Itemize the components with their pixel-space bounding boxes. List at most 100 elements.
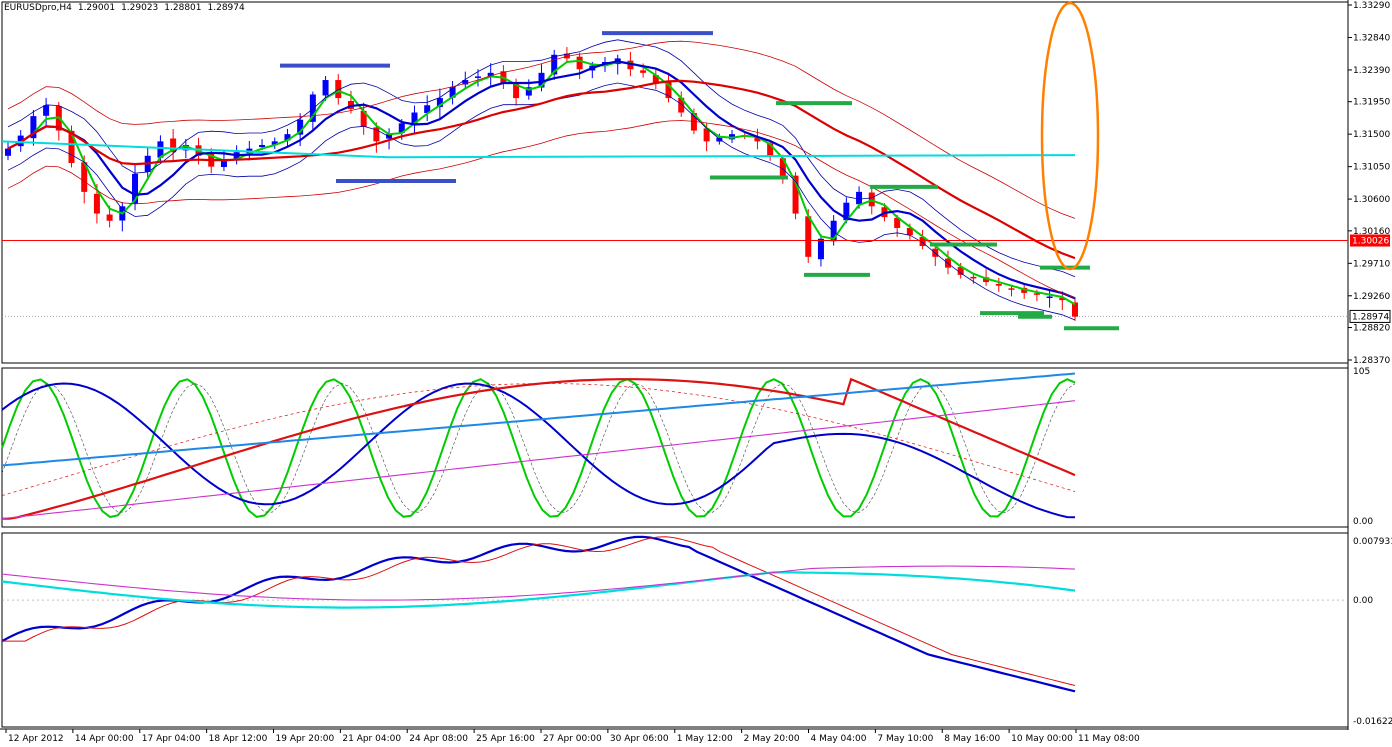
price-tick-label: 1.32390 [1353,66,1390,76]
candle-body [360,110,367,127]
candle-body [792,175,799,214]
red-envelope-upper [7,40,1076,219]
candle-body [716,137,723,142]
candle-body [513,83,520,99]
price-tick-label: 1.28820 [1353,324,1390,334]
price-tick-label: 1.31050 [1353,163,1390,173]
price-tick-label: 1.32840 [1353,33,1390,43]
candle-body [729,134,736,140]
candle-body [411,112,418,125]
candle-body [220,159,227,168]
candle-body [817,238,824,260]
candle-body [182,144,189,151]
candle-body [754,137,761,142]
candle-body [906,227,913,236]
candle-body [170,138,177,153]
candle-body [1072,302,1078,317]
osc-red-dashed-line [1,383,1076,496]
osc-green-line [1,378,1076,519]
candle-body [970,276,977,279]
candle-body [1008,288,1015,290]
blue-band-upper [7,39,1076,278]
macd-cyan-line [1,571,1076,609]
open-value: 1.29001 [77,3,116,13]
candle-body [424,105,431,113]
oscillator-panel [1,367,1349,528]
time-tick-label: 7 May 10:00 [877,734,933,744]
macd-tick-label: 0.007931 [1353,537,1392,547]
price-tick-label: 1.30160 [1353,227,1390,237]
price-tick-label: 1.31950 [1353,98,1390,108]
macd-magenta-line [1,565,1076,601]
candle-body [335,80,342,99]
osc-tick-label: 0.00 [1353,517,1373,527]
macd-tick-label: -0.01622 [1353,717,1392,727]
orange-ellipse-annotation [1040,1,1100,271]
time-tick-label: 11 May 08:00 [1078,734,1140,744]
level-price-box [1350,234,1390,247]
bid-price-label: 1.28974 [1352,312,1389,322]
candle-body [43,105,50,116]
candle-body [856,191,863,205]
chart-header: EURUSDpro,H4 1.29001 1.29023 1.28801 1.28974 [4,3,251,13]
candle-body [678,97,685,113]
candle-body [474,76,481,78]
candle-body [830,220,837,242]
candle-body [5,148,11,156]
price-tick-label: 1.29710 [1353,259,1390,269]
candle-body [805,216,812,257]
candle-body [93,193,100,214]
time-tick-label: 2 May 20:00 [744,734,800,744]
osc-magenta-line [1,400,1076,520]
price-tick-label: 1.28370 [1353,356,1390,366]
osc-lightblue-line [1,372,1076,467]
red-envelope-lower [7,120,1076,299]
time-tick-label: 27 Apr 00:00 [543,734,602,744]
candle-body [271,141,278,145]
time-tick-label: 4 May 04:00 [811,734,867,744]
candle-body [309,94,316,122]
time-tick-label: 12 Apr 2012 [8,734,64,744]
time-tick-label: 24 Apr 08:00 [409,734,468,744]
time-tick-label: 30 Apr 06:00 [610,734,669,744]
candle-body [919,237,926,246]
blue-band-center [7,60,1076,300]
candle-body [983,277,990,283]
candle-body [1021,287,1028,293]
candle-body [703,128,710,142]
candle-body [843,202,850,221]
candle-body [995,283,1002,286]
macd-panel [1,532,1349,728]
candle-body [322,80,329,96]
close-value: 1.28974 [207,3,245,13]
osc-tick-label: 105 [1353,367,1370,377]
candle-body [436,98,443,108]
candle-body [157,141,164,158]
price-panel [1,1,1349,364]
level-price-label: 1.30026 [1352,237,1389,247]
time-tick-label: 1 May 12:00 [677,734,733,744]
candle-body [373,127,380,142]
candle-body [132,173,139,204]
candle-body [68,130,75,164]
time-tick-label: 21 Apr 04:00 [342,734,401,744]
osc-red-line [2,377,1076,520]
candle-body [551,54,558,75]
time-tick-label: 18 Apr 12:00 [209,734,268,744]
candle-body [487,72,494,77]
candle-body [462,80,469,85]
candle-body [538,72,545,88]
candle-body [894,217,901,228]
candle-body [297,119,304,135]
time-tick-label: 25 Apr 16:00 [476,734,535,744]
candle-body [779,158,786,178]
candle-body [525,87,532,96]
candle-body [106,214,113,221]
price-tick-label: 1.29260 [1353,292,1390,302]
cyan-ma-line [1,140,1076,159]
candle-body [576,56,583,70]
high-value: 1.29023 [121,3,159,13]
candle-body [1046,296,1053,299]
candle-body [652,75,659,84]
